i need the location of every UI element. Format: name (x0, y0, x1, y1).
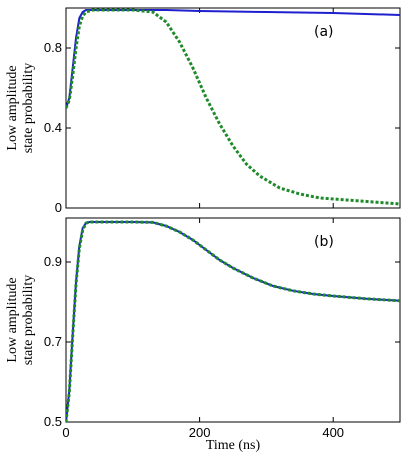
panel-a-ticks: 0 0.4 0.8 (44, 8, 400, 215)
panel-b-ytick-label: 0.9 (44, 254, 62, 269)
panel-b: 0 200 400 0.5 0.7 0.9 (b) Low amplitude state… (5, 217, 401, 453)
panel-a-ylabel-line1: Low amplitude (5, 65, 20, 150)
panel-b-ylabel-line1: Low amplitude (5, 277, 20, 362)
panel-b-xtick-label: 400 (322, 425, 344, 440)
panel-b-axes-frame (65, 217, 401, 423)
panel-b-ylabel-line2: state probability (21, 275, 36, 366)
panel-b-series-dashed-line (66, 220, 400, 422)
panel-a: 0 0.4 0.8 (a) Low amplitude state probabil… (5, 7, 401, 215)
panel-b-ticks: 0 200 400 0.5 0.7 0.9 (44, 218, 400, 440)
panel-a-ylabel-line2: state probability (21, 63, 36, 154)
panel-a-label: (a) (314, 24, 334, 40)
panel-b-series-solid-line (66, 221, 400, 422)
panel-b-series (66, 220, 400, 422)
panel-a-series-solid-line (66, 9, 400, 109)
panel-b-label: (b) (314, 234, 334, 250)
panel-b-ytick-label: 0.5 (44, 414, 62, 429)
panel-a-series (66, 8, 400, 206)
panel-b-xtick-label: 200 (189, 425, 211, 440)
panel-b-ytick-label: 0.7 (44, 334, 62, 349)
panel-a-axes-frame (65, 7, 401, 209)
panel-a-ytick-label: 0 (55, 200, 62, 215)
panel-a-series-dashed-line (66, 8, 400, 206)
panel-b-xlabel: Time (ns) (206, 438, 261, 453)
panel-b-xtick-label: 0 (62, 425, 69, 440)
panel-a-ytick-label: 0.8 (44, 40, 62, 55)
panel-a-ytick-label: 0.4 (44, 120, 62, 135)
